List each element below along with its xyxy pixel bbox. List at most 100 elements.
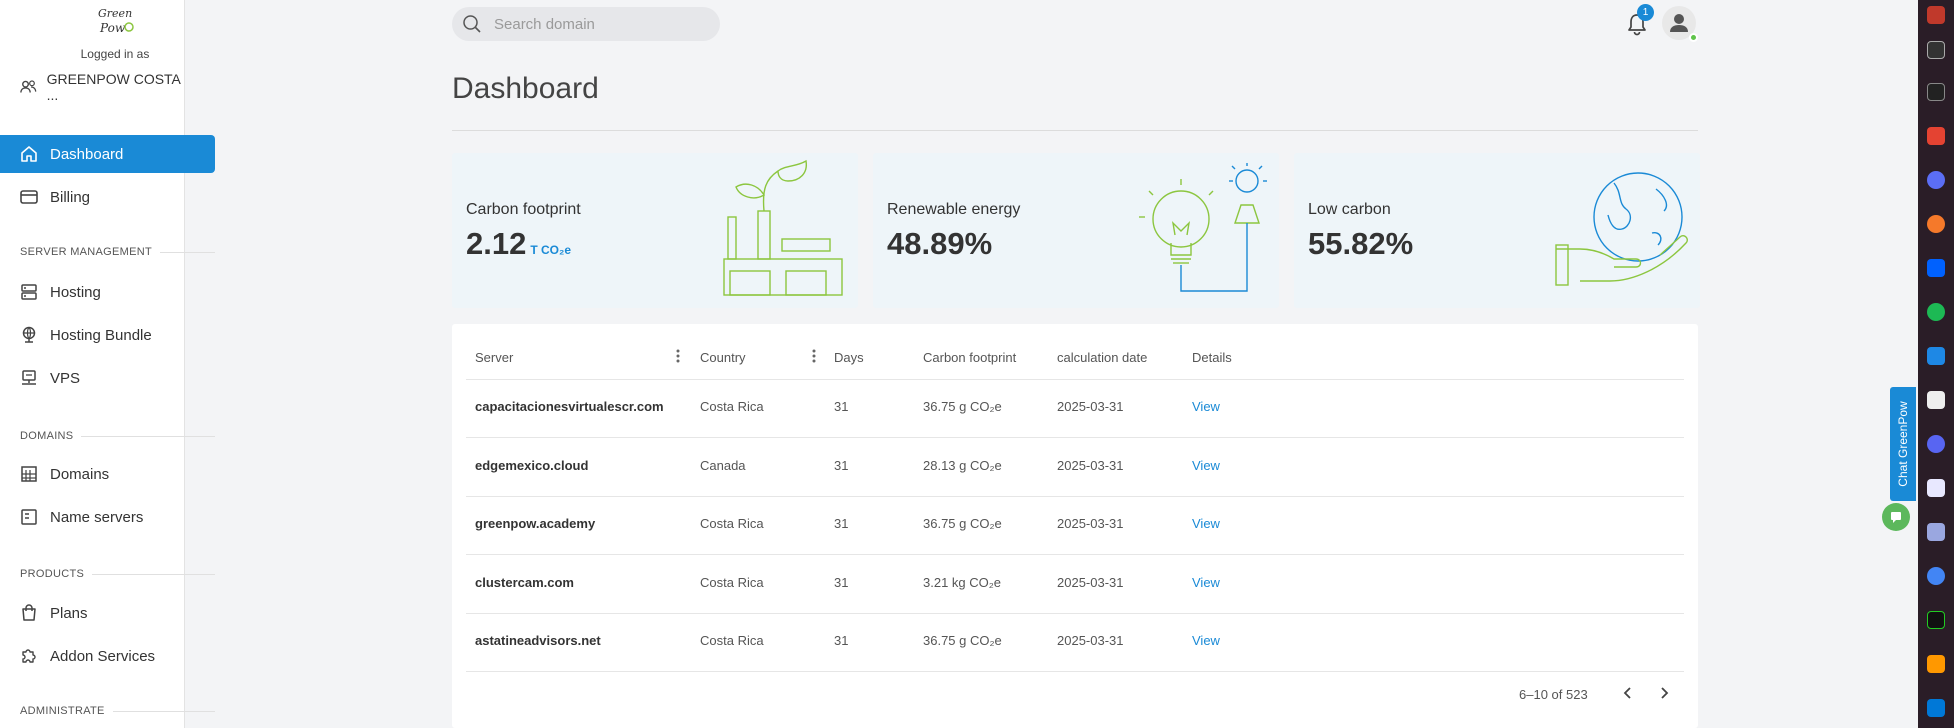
cell-country: Costa Rica — [700, 575, 764, 590]
column-header-days[interactable]: Days — [834, 350, 864, 365]
sidebar-item-billing[interactable]: Billing — [0, 178, 215, 216]
account-name: GREENPOW COSTA ... — [46, 71, 181, 103]
monitor-icon[interactable] — [1927, 41, 1945, 59]
cell-date: 2025-03-31 — [1057, 633, 1124, 648]
user-icon — [1670, 14, 1688, 32]
row-divider — [466, 613, 1684, 614]
notification-badge: 1 — [1637, 4, 1654, 21]
row-divider — [466, 554, 1684, 555]
todoist-icon[interactable] — [1927, 127, 1945, 145]
server-icon — [21, 284, 37, 300]
document-icon — [21, 509, 37, 525]
cell-carbon: 36.75 g CO₂e — [923, 516, 1002, 531]
sidebar-item-label: Billing — [50, 188, 91, 206]
cell-days: 31 — [834, 575, 849, 590]
column-menu-icon[interactable] — [672, 346, 684, 366]
app-icon[interactable] — [1927, 171, 1945, 189]
sidebar-item-addon-services[interactable]: Addon Services — [0, 637, 215, 675]
view-link[interactable]: View — [1192, 399, 1220, 414]
view-link[interactable]: View — [1192, 458, 1220, 473]
cell-server: greenpow.academy — [475, 516, 596, 531]
sidebar-item-label: Dashboard — [50, 145, 124, 163]
cell-date: 2025-03-31 — [1057, 458, 1124, 473]
sidebar-item-label: Domains — [50, 465, 110, 483]
column-header-server[interactable]: Server — [475, 350, 514, 365]
credit-card-icon — [20, 190, 38, 204]
sidebar-item-hosting-bundle[interactable]: Hosting Bundle — [0, 316, 215, 354]
terminal-icon[interactable] — [1927, 611, 1945, 629]
sidebar-item-name-servers[interactable]: Name servers — [0, 498, 215, 536]
carbon-value: 2.12 — [466, 226, 527, 261]
logged-in-label: Logged in as — [80, 47, 150, 61]
editor-icon[interactable] — [1927, 479, 1945, 497]
pagination-label: 6–10 of 523 — [1519, 687, 1588, 702]
user-avatar[interactable] — [1662, 6, 1698, 42]
view-link[interactable]: View — [1192, 516, 1220, 531]
chrome-icon[interactable] — [1927, 567, 1945, 585]
column-header-carbon-footprint[interactable]: Carbon footprint — [923, 350, 1017, 365]
sidebar-item-label: Addon Services — [50, 647, 156, 665]
cell-days: 31 — [834, 399, 849, 414]
lightbulb-illustration — [1139, 163, 1267, 292]
card-value: 48.89% — [887, 226, 993, 261]
column-menu-icon[interactable] — [808, 346, 820, 366]
cell-server: edgemexico.cloud — [475, 458, 589, 473]
cell-server: clustercam.com — [475, 575, 574, 590]
section-label: PRODUCTS — [20, 568, 85, 580]
cell-server: capacitacionesvirtualescr.com — [475, 399, 664, 414]
chevron-left-icon[interactable] — [1617, 682, 1639, 704]
cell-carbon: 36.75 g CO₂e — [923, 399, 1002, 414]
vscode-icon[interactable] — [1927, 699, 1945, 717]
cell-country: Costa Rica — [700, 516, 764, 531]
sublime-icon[interactable] — [1927, 655, 1945, 673]
cell-days: 31 — [834, 516, 849, 531]
search-input[interactable] — [494, 15, 694, 33]
discord-icon[interactable] — [1927, 435, 1945, 453]
sidebar-item-dashboard[interactable]: Dashboard — [0, 135, 215, 173]
view-link[interactable]: View — [1192, 575, 1220, 590]
blender-icon[interactable] — [1927, 215, 1945, 233]
svg-text:Pow: Pow — [99, 21, 126, 35]
svg-text:Green: Green — [98, 7, 132, 20]
sidebar-item-plans[interactable]: Plans — [0, 594, 215, 632]
cell-carbon: 28.13 g CO₂e — [923, 458, 1002, 473]
section-server-management: SERVER MANAGEMENT — [20, 246, 215, 258]
cell-date: 2025-03-31 — [1057, 516, 1124, 531]
sidebar-item-domains[interactable]: Domains — [0, 455, 215, 493]
puzzle-icon — [22, 649, 36, 663]
search-icon — [463, 15, 481, 33]
terminal-icon[interactable] — [1927, 83, 1945, 101]
view-link[interactable]: View — [1192, 633, 1220, 648]
section-products: PRODUCTS — [20, 568, 215, 580]
card-label: Carbon footprint — [466, 201, 581, 218]
chat-bubble-button[interactable] — [1882, 503, 1910, 531]
cell-carbon: 36.75 g CO₂e — [923, 633, 1002, 648]
column-header-country[interactable]: Country — [700, 350, 746, 365]
carbon-unit: T CO₂e — [530, 243, 572, 257]
column-header-calculation-date[interactable]: calculation date — [1057, 350, 1148, 365]
chevron-right-icon[interactable] — [1653, 682, 1675, 704]
spotify-icon[interactable] — [1927, 303, 1945, 321]
search-bar[interactable] — [452, 7, 720, 41]
cell-carbon: 3.21 kg CO₂e — [923, 575, 1002, 590]
cell-country: Canada — [700, 458, 746, 473]
renewable-energy-card: Renewable energy 48.89% — [873, 153, 1279, 308]
sidebar-item-label: VPS — [50, 369, 81, 387]
section-administrate: ADMINISTRATE — [20, 705, 215, 717]
page-title: Dashboard — [452, 72, 599, 105]
sidebar-item-hosting[interactable]: Hosting — [0, 273, 215, 311]
os-dock — [1918, 0, 1954, 728]
chat-tab[interactable]: Chat GreenPow — [1890, 387, 1916, 501]
app-icon[interactable] — [1927, 391, 1945, 409]
monitor-icon[interactable] — [1927, 347, 1945, 365]
app-icon[interactable] — [1927, 523, 1945, 541]
card-value: 55.82% — [1308, 226, 1414, 261]
column-header-details[interactable]: Details — [1192, 350, 1232, 365]
sidebar-item-vps[interactable]: VPS — [0, 359, 215, 397]
low-carbon-card: Low carbon 55.82% — [1294, 153, 1700, 308]
account-switcher[interactable]: GREENPOW COSTA ... — [20, 71, 184, 103]
section-domains: DOMAINS — [20, 430, 215, 442]
app-icon[interactable] — [1927, 6, 1945, 24]
dropbox-icon[interactable] — [1927, 259, 1945, 277]
row-divider — [466, 671, 1684, 672]
